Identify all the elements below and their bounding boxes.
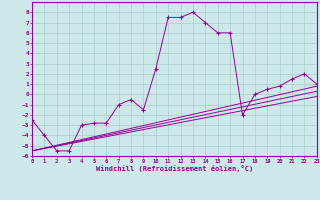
X-axis label: Windchill (Refroidissement éolien,°C): Windchill (Refroidissement éolien,°C)	[96, 165, 253, 172]
